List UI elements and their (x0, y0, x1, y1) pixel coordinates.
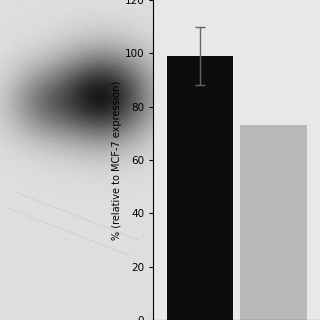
Bar (240, 125, 307, 320)
Y-axis label: % (relative to MCF-7 expression): % (relative to MCF-7 expression) (112, 80, 122, 240)
Text: B: B (166, 0, 177, 9)
Bar (167, 56, 233, 320)
